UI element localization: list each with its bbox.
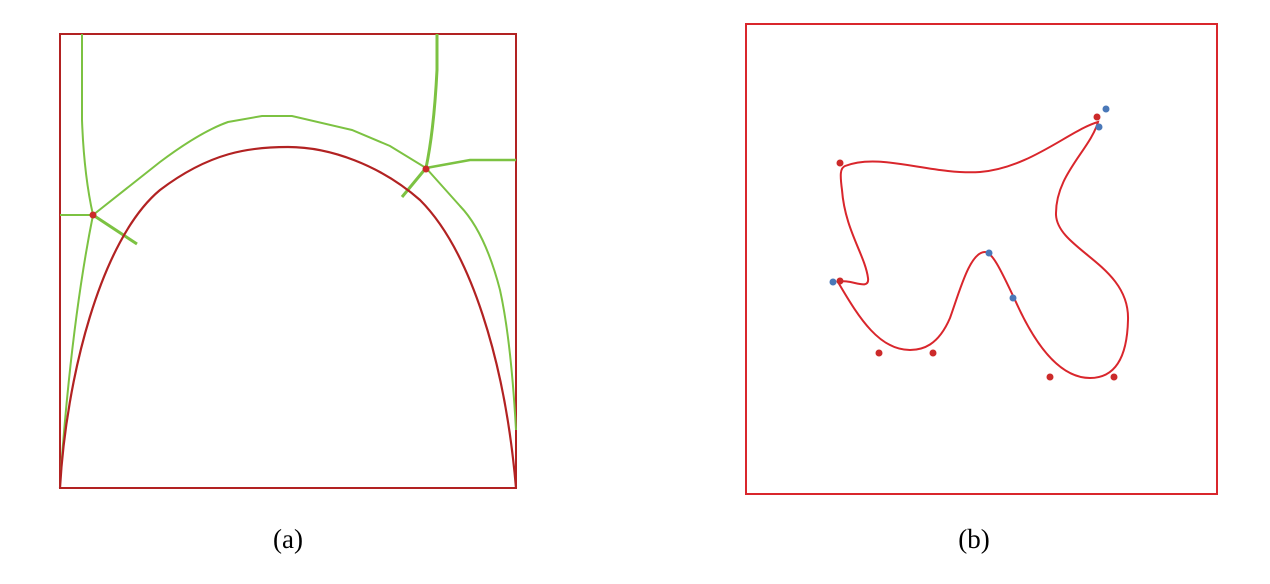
red-point [836,277,844,285]
blue-point [1102,105,1110,113]
offset-arch [92,115,517,431]
panel-b [745,23,1218,495]
right-horizontal-branch [425,158,516,170]
panel-a-arch-curve [58,145,518,489]
right-top-branch [424,34,439,169]
left-connector [92,213,138,246]
red-point [1093,113,1101,121]
blue-point [1095,123,1103,131]
blue-point [985,249,993,257]
red-point [836,159,844,167]
left-top-branch [81,34,94,216]
panel-b-curve [836,120,1130,380]
caption-b: (b) [958,524,990,554]
blue-point [1009,294,1017,302]
red-point [929,349,937,357]
red-point [1046,373,1054,381]
caption-a: (a) [273,524,303,554]
panel-a [58,33,518,489]
panel-a-frame [59,33,517,489]
panel-a-node-right [422,165,430,173]
panel-a-offset-lines [60,34,517,471]
panel-b-frame [745,23,1218,495]
blue-point [829,278,837,286]
right-connector [400,167,428,198]
panel-b-red-points [836,113,1118,381]
red-point [875,349,883,357]
red-point [1110,373,1118,381]
panel-b-blue-points [829,105,1110,302]
panel-a-node-left [89,211,97,219]
